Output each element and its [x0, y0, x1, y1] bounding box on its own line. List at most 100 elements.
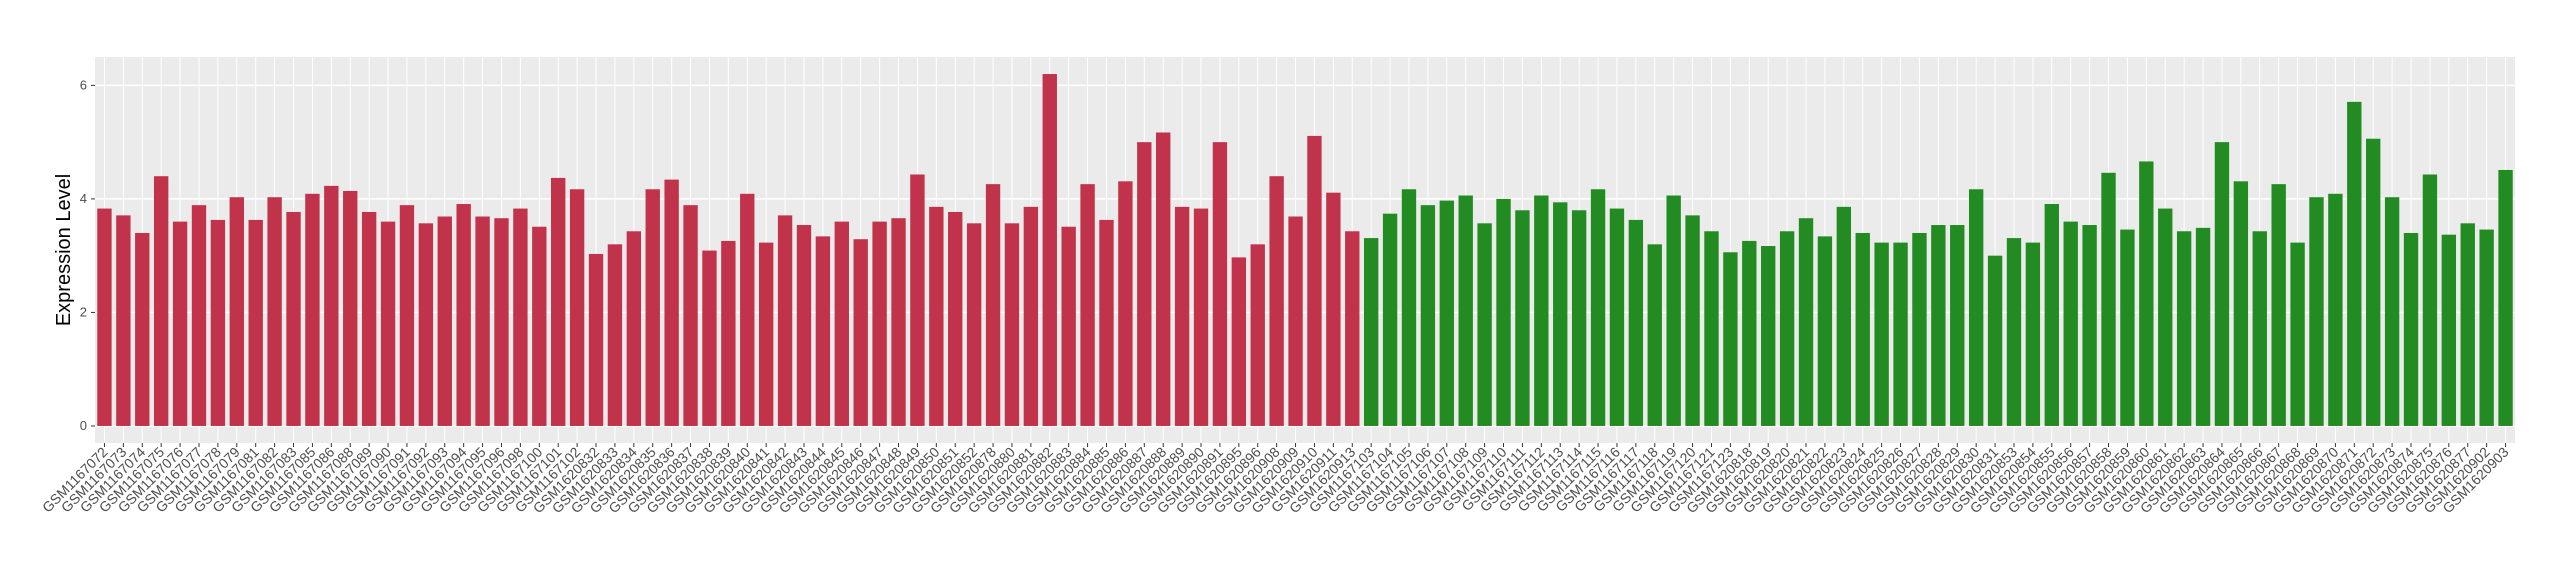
bar [1817, 236, 1833, 426]
bar [1212, 142, 1228, 426]
bar [1855, 232, 1870, 426]
bar [966, 223, 982, 426]
y-axis-title: Expression Level [53, 174, 75, 326]
bar [248, 219, 263, 426]
bar [1080, 184, 1095, 426]
bar [1798, 218, 1814, 426]
bar [210, 219, 226, 426]
bar [1609, 208, 1625, 426]
bar [834, 221, 849, 426]
bar [286, 211, 301, 426]
bar [2498, 169, 2513, 426]
bar [1118, 181, 1133, 426]
bar [1099, 219, 1114, 426]
bar [1742, 240, 1757, 426]
bar [1137, 142, 1152, 426]
bar [929, 206, 944, 426]
bar [1307, 135, 1322, 426]
bar [1571, 210, 1587, 426]
bar [116, 215, 131, 426]
bar [1666, 195, 1681, 426]
bar [777, 215, 793, 426]
bar [702, 250, 717, 426]
bar [1950, 225, 1965, 426]
bar [305, 193, 320, 426]
bar [2460, 223, 2475, 426]
bar [1326, 192, 1341, 426]
bar [853, 239, 868, 426]
bar [2063, 221, 2078, 426]
bar [2195, 227, 2211, 426]
bar [532, 226, 547, 426]
bar [172, 221, 188, 426]
bar [2176, 231, 2192, 426]
bar [2271, 184, 2286, 426]
bar [1458, 195, 1473, 426]
bar [645, 189, 660, 426]
bar [1893, 242, 1908, 426]
bar [1590, 189, 1606, 426]
bar [551, 177, 566, 426]
bar [2233, 181, 2249, 426]
bar [2252, 231, 2267, 426]
bar [1231, 257, 1247, 426]
y-tick-label: 2 [80, 304, 87, 319]
bar [2158, 208, 2173, 426]
bar [513, 208, 528, 426]
bar [1779, 231, 1795, 426]
bar [1496, 198, 1511, 426]
bar [1912, 232, 1927, 426]
y-tick-label: 6 [80, 77, 87, 92]
bar [2384, 197, 2400, 426]
bar [1439, 200, 1454, 426]
bar [324, 185, 339, 426]
bar [796, 225, 812, 426]
bar [1174, 206, 1190, 426]
bar [380, 221, 396, 426]
bar [1042, 74, 1057, 426]
bar [1363, 238, 1379, 426]
bar [1515, 210, 1530, 426]
bar [2479, 229, 2494, 426]
bar [948, 211, 963, 426]
bar [1931, 225, 1946, 426]
bar [2309, 197, 2324, 426]
bar [1704, 231, 1719, 426]
bar [97, 208, 112, 426]
bar [683, 205, 698, 426]
bar [1420, 205, 1436, 426]
bar [1553, 202, 1568, 426]
bar [721, 240, 736, 426]
bar [1968, 189, 1984, 426]
bar [1836, 206, 1852, 426]
bar [1004, 223, 1020, 426]
bar [872, 221, 887, 426]
bar [475, 216, 490, 426]
y-tick-label: 4 [80, 191, 87, 206]
bar [2101, 172, 2116, 426]
bar [2120, 229, 2135, 426]
bar [343, 190, 358, 426]
bar [2044, 204, 2059, 426]
bar [1761, 246, 1776, 426]
bar [1987, 255, 2003, 426]
bar [815, 236, 831, 426]
bar [1647, 244, 1662, 426]
bar [1382, 213, 1398, 426]
bar [1628, 219, 1644, 426]
bar [588, 253, 604, 426]
bar [758, 242, 774, 426]
bar [2025, 242, 2041, 426]
bar [1023, 206, 1039, 426]
bar [1874, 242, 1889, 426]
bar [1269, 176, 1284, 426]
bar [361, 211, 377, 426]
bar [437, 216, 452, 426]
bar [191, 205, 207, 426]
bar [1723, 252, 1738, 426]
bar [1477, 223, 1492, 426]
bar [399, 205, 415, 426]
bar [2441, 234, 2457, 426]
bar [2366, 138, 2381, 426]
